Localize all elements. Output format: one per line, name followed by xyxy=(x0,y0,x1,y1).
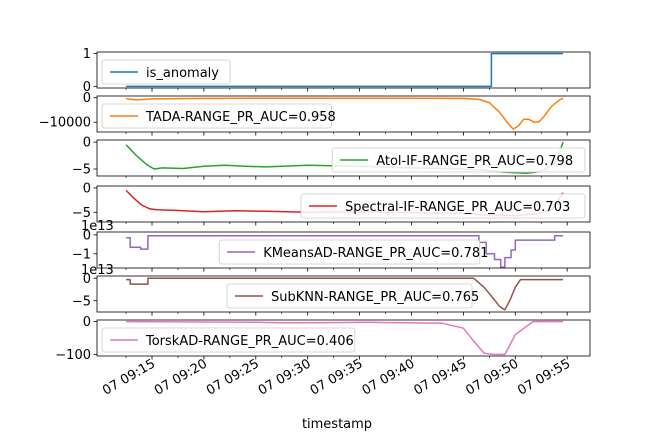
y-tick-label-tada-1: −10000 xyxy=(39,116,91,131)
x-axis-label: timestamp xyxy=(302,417,372,432)
legend-box-atol-if xyxy=(331,147,586,173)
legend-label-subknn: SubKNN-RANGE_PR_AUC=0.765 xyxy=(271,290,479,305)
legend-subknn: SubKNN-RANGE_PR_AUC=0.765 xyxy=(226,283,479,309)
y-tick-label-atol-if-0: 0 xyxy=(83,136,91,151)
series-line-atol-if xyxy=(125,141,564,175)
panel-tada: 0 −10000 TADA-RANGE_PR_AUC=0.958 xyxy=(39,91,591,136)
panel-frame-atol-if xyxy=(96,139,591,177)
panel-frame-subknn xyxy=(96,275,591,313)
y-tick-label-spectral-if-1: −5 xyxy=(72,206,91,221)
offset-text-kmeansad: 1e13 xyxy=(81,219,114,234)
series-line-is_anomaly xyxy=(126,52,563,88)
series-line-kmeansad xyxy=(126,235,563,268)
series-line-subknn xyxy=(126,277,563,311)
series-line-tada xyxy=(126,97,564,130)
y-tick-label-is_anomaly-0: 0 xyxy=(83,80,91,95)
legend-label-atol-if: Atol-IF-RANGE_PR_AUC=0.798 xyxy=(376,154,573,169)
legend-box-torskad xyxy=(101,327,356,353)
legend-kmeansad: KMeansAD-RANGE_PR_AUC=0.781 xyxy=(218,239,488,265)
legend-box-tada xyxy=(101,103,332,129)
y-tick-label-torskad-0: 0 xyxy=(83,315,91,330)
y-tick-label-tada-0: 0 xyxy=(83,91,91,106)
legend-label-torskad: TorskAD-RANGE_PR_AUC=0.406 xyxy=(145,334,354,349)
legend-torskad: TorskAD-RANGE_PR_AUC=0.406 xyxy=(101,327,356,353)
panel-torskad: 0 −100 TorskAD-RANGE_PR_AUC=0.406 xyxy=(55,315,591,363)
legend-box-kmeansad xyxy=(218,239,481,265)
panel-is_anomaly: 0 1 is_anomaly xyxy=(83,47,591,95)
panel-frame-spectral-if xyxy=(96,185,591,223)
panel-kmeansad: 0 −1 1e13 KMeansAD-RANGE_PR_AUC=0.781 xyxy=(72,219,591,272)
legend-spectral-if: Spectral-IF-RANGE_PR_AUC=0.703 xyxy=(300,193,586,219)
legend-box-subknn xyxy=(226,283,473,309)
y-tick-label-torskad-1: −100 xyxy=(55,348,91,363)
legend-box-spectral-if xyxy=(300,193,586,219)
y-tick-label-atol-if-1: −5 xyxy=(72,163,91,178)
series-line-torskad xyxy=(126,320,563,356)
panel-frame-kmeansad xyxy=(96,231,591,269)
offset-text-subknn: 1e13 xyxy=(81,263,114,278)
panel-spectral-if: 0 −5 Spectral-IF-RANGE_PR_AUC=0.703 xyxy=(72,181,591,226)
legend-label-is_anomaly: is_anomaly xyxy=(146,66,219,81)
legend-label-tada: TADA-RANGE_PR_AUC=0.958 xyxy=(145,110,336,125)
legend-box-is_anomaly xyxy=(101,59,231,85)
y-tick-label-is_anomaly-1: 1 xyxy=(83,47,91,62)
legend-label-kmeansad: KMeansAD-RANGE_PR_AUC=0.781 xyxy=(263,246,488,261)
y-tick-label-spectral-if-0: 0 xyxy=(83,181,91,196)
panel-frame-tada xyxy=(96,95,591,133)
panel-subknn: 0 −5 1e13 SubKNN-RANGE_PR_AUC=0.765 xyxy=(72,263,591,316)
y-tick-label-subknn-1: −5 xyxy=(72,294,91,309)
legend-tada: TADA-RANGE_PR_AUC=0.958 xyxy=(101,103,336,129)
panel-frame-torskad xyxy=(96,319,591,357)
panel-frame-is_anomaly xyxy=(96,51,591,89)
panel-atol-if: 0 −5 Atol-IF-RANGE_PR_AUC=0.798 xyxy=(72,136,591,180)
legend-label-spectral-if: Spectral-IF-RANGE_PR_AUC=0.703 xyxy=(345,200,570,215)
y-tick-label-kmeansad-0: 0 xyxy=(83,228,91,243)
legend-atol-if: Atol-IF-RANGE_PR_AUC=0.798 xyxy=(331,147,586,173)
legend-is_anomaly: is_anomaly xyxy=(101,59,231,85)
y-tick-label-kmeansad-1: −1 xyxy=(72,247,91,262)
y-tick-label-subknn-0: 0 xyxy=(83,272,91,287)
